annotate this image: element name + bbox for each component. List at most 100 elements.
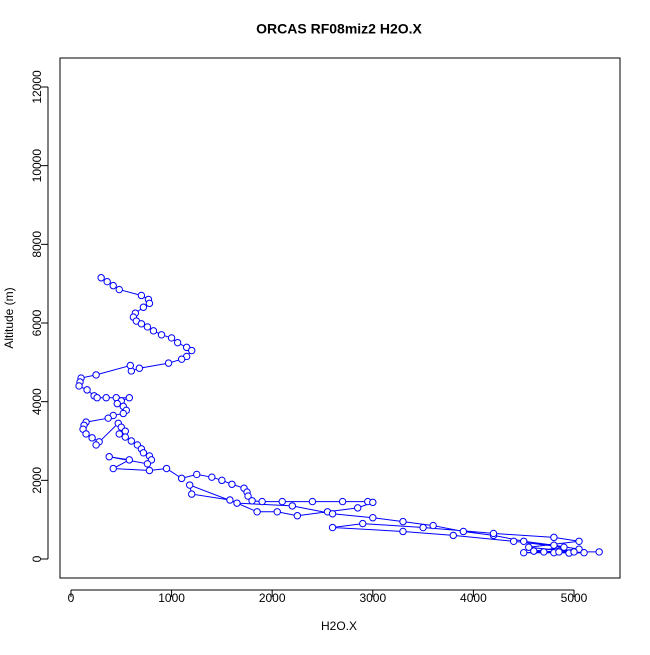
data-point xyxy=(102,394,110,402)
data-point xyxy=(75,382,83,390)
data-point xyxy=(93,394,101,402)
data-point xyxy=(399,517,407,526)
data-point xyxy=(338,497,347,506)
data-point xyxy=(92,371,100,379)
data-point xyxy=(520,549,528,557)
data-point xyxy=(520,537,528,546)
data-point xyxy=(125,394,134,402)
data-point xyxy=(162,464,171,473)
data-point xyxy=(278,497,286,506)
data-point xyxy=(88,434,96,442)
data-point xyxy=(125,456,134,464)
x-tick-label: 3000 xyxy=(359,591,386,605)
data-point xyxy=(550,541,558,549)
x-tick-label: 5000 xyxy=(561,591,588,605)
y-tick-label: 6000 xyxy=(30,309,44,336)
data-point xyxy=(92,441,100,449)
data-point xyxy=(145,466,154,475)
data-point xyxy=(595,548,603,556)
y-tick-label: 8000 xyxy=(30,231,44,258)
data-point xyxy=(167,334,176,342)
data-point xyxy=(369,514,377,522)
data-point xyxy=(233,499,241,507)
data-point xyxy=(126,361,135,370)
data-point xyxy=(359,519,367,528)
data-point xyxy=(137,291,146,300)
data-point xyxy=(127,437,136,445)
x-tick-label: 1000 xyxy=(158,591,185,605)
data-point xyxy=(530,547,538,555)
data-point xyxy=(555,548,563,556)
y-tick-label: 0 xyxy=(30,555,44,562)
data-point xyxy=(143,323,152,331)
y-tick-label: 12000 xyxy=(30,70,44,104)
x-tick-label: 0 xyxy=(68,591,75,605)
data-point xyxy=(550,533,558,542)
data-point xyxy=(104,414,112,422)
data-point xyxy=(82,430,90,438)
data-point xyxy=(109,464,117,473)
data-point xyxy=(185,481,194,489)
data-point xyxy=(354,504,362,512)
data-point xyxy=(115,430,123,438)
data-point xyxy=(97,274,105,282)
data-point xyxy=(113,399,121,408)
data-point xyxy=(187,490,196,498)
data-point xyxy=(248,497,256,505)
data-point xyxy=(244,492,252,500)
y-tick-label: 2000 xyxy=(30,467,44,494)
data-point xyxy=(119,409,127,418)
data-point xyxy=(253,508,261,516)
chart-title: ORCAS RF08miz2 H2O.X xyxy=(256,21,422,37)
data-point xyxy=(570,548,578,556)
data-point xyxy=(226,496,234,504)
data-point xyxy=(149,327,158,335)
data-point xyxy=(218,476,226,485)
data-point xyxy=(177,355,186,363)
data-point xyxy=(580,549,588,557)
data-point xyxy=(135,364,144,372)
data-point xyxy=(177,474,186,483)
data-point xyxy=(575,537,583,546)
data-point xyxy=(328,523,337,532)
data-point xyxy=(399,527,407,536)
data-point xyxy=(187,346,196,355)
data-point xyxy=(288,502,297,510)
data-point xyxy=(115,285,123,294)
data-point xyxy=(489,529,498,538)
y-axis-label: Altitude (m) xyxy=(2,287,16,348)
data-point xyxy=(109,281,117,290)
data-point xyxy=(105,453,113,461)
data-point xyxy=(560,543,568,551)
y-tick-label: 4000 xyxy=(30,388,44,415)
data-point xyxy=(139,303,148,311)
data-point xyxy=(121,433,129,441)
data-point xyxy=(419,523,427,532)
x-tick-label: 4000 xyxy=(460,591,487,605)
data-point xyxy=(525,543,533,551)
data-point xyxy=(145,299,154,308)
data-point xyxy=(258,497,266,506)
data-point xyxy=(308,497,317,506)
data-point xyxy=(208,473,216,481)
data-point xyxy=(509,537,518,546)
data-point xyxy=(328,510,337,518)
data-point xyxy=(228,480,236,488)
data-point xyxy=(369,498,377,507)
data-point xyxy=(103,277,111,286)
data-point xyxy=(143,460,152,468)
data-point xyxy=(429,521,437,530)
data-point xyxy=(139,449,148,457)
y-tick-label: 10000 xyxy=(30,149,44,183)
data-point xyxy=(449,531,457,540)
data-point xyxy=(137,320,146,328)
x-axis-label: H2O.X xyxy=(321,619,357,633)
data-point xyxy=(173,338,182,347)
plot-frame xyxy=(59,57,621,579)
x-tick-label: 2000 xyxy=(259,591,286,605)
data-point xyxy=(459,527,468,536)
data-point xyxy=(83,386,91,394)
data-point xyxy=(540,548,548,556)
data-point xyxy=(293,512,302,520)
